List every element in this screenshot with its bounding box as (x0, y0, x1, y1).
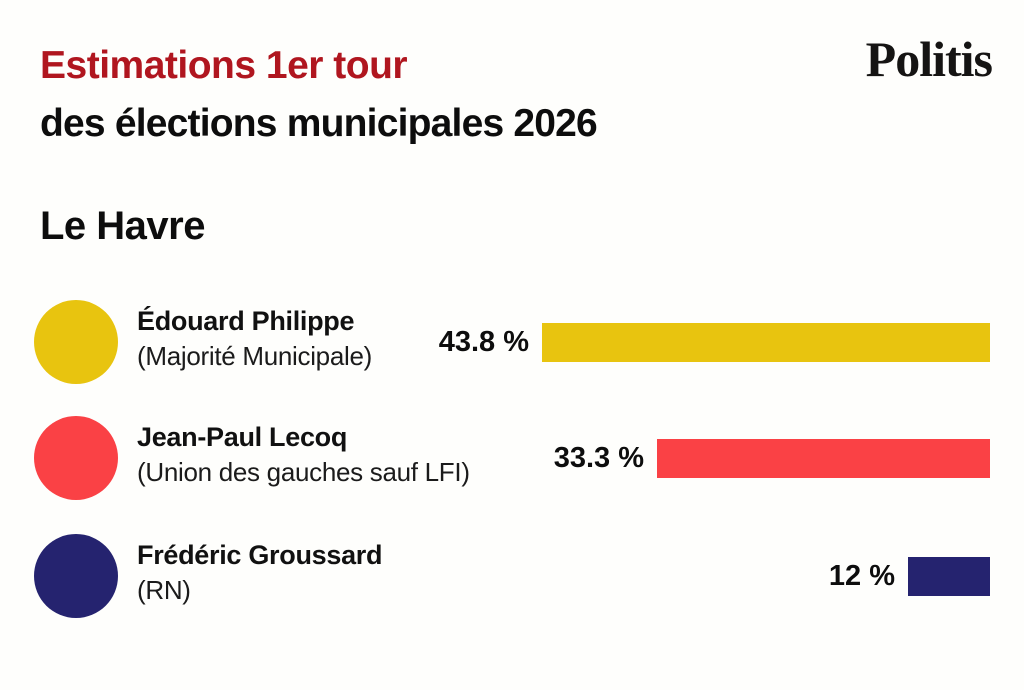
politis-logo: Politis (865, 31, 993, 87)
result-bar (542, 323, 990, 362)
candidate-party: (Majorité Municipale) (137, 341, 373, 371)
candidate-row: Édouard Philippe (Majorité Municipale) 4… (0, 300, 1024, 384)
result-bar (657, 439, 990, 478)
candidate-row: Jean-Paul Lecoq (Union des gauches sauf … (0, 416, 1024, 500)
candidate-swatch (34, 534, 118, 618)
candidate-name: Édouard Philippe (137, 306, 355, 336)
candidate-party: (RN) (137, 575, 191, 605)
candidate-swatch (34, 300, 118, 384)
result-bar (908, 557, 990, 596)
candidate-party: (Union des gauches sauf LFI) (137, 457, 470, 487)
value-label: 12 % (828, 560, 895, 592)
candidate-label: Frédéric Groussard (RN) (137, 538, 383, 608)
page-title: des élections municipales 2026 (40, 102, 598, 145)
value-label: 33.3 % (553, 442, 644, 474)
city-title: Le Havre (40, 204, 205, 248)
candidate-name: Frédéric Groussard (137, 540, 383, 570)
candidate-label: Jean-Paul Lecoq (Union des gauches sauf … (137, 420, 470, 490)
candidate-row: Frédéric Groussard (RN) 12 % (0, 534, 1024, 618)
value-label: 43.8 % (438, 326, 529, 358)
page-title-accent: Estimations 1er tour (40, 44, 408, 87)
candidate-name: Jean-Paul Lecoq (137, 422, 348, 452)
candidate-label: Édouard Philippe (Majorité Municipale) (137, 304, 372, 374)
candidate-swatch (34, 416, 118, 500)
